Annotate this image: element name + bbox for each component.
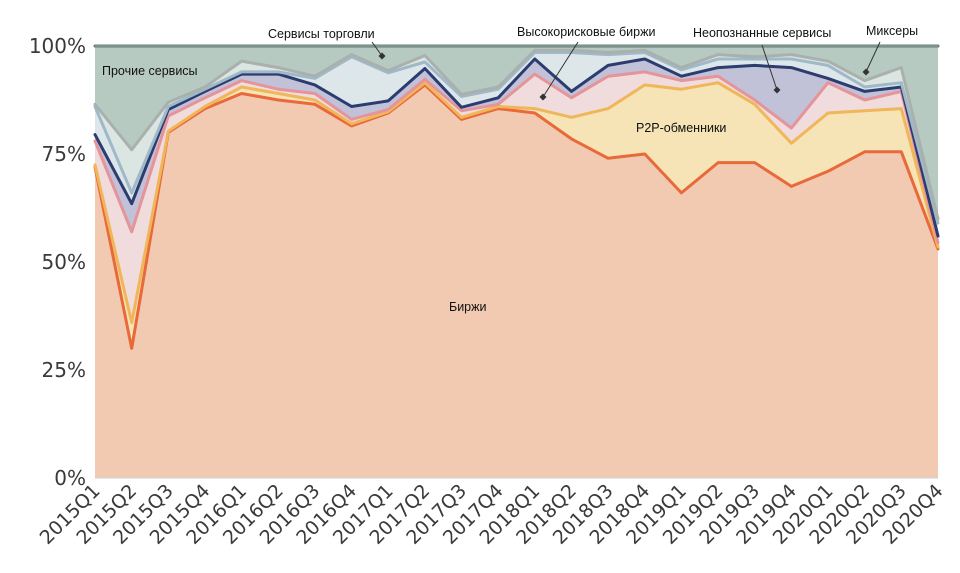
y-tick-label: 0% [54,466,86,490]
line-series-0 [93,83,940,350]
annotation-marker [862,68,870,76]
annotation-leader-line [542,41,579,98]
line-series-1 [93,81,940,324]
area-series-0 [95,84,938,479]
area-series-2 [95,71,938,323]
annotation-pointers [371,41,881,101]
annotation-label: Неопознанные сервисы [693,26,831,40]
y-tick-label: 50% [42,250,86,274]
annotation-label: Биржи [449,300,486,314]
line-series-5 [93,48,940,221]
area-layer [95,46,938,479]
annotation-label: Миксеры [866,24,918,38]
y-tick-label: 75% [42,142,86,166]
y-tick-label: 100% [29,34,86,58]
line-series-4 [93,51,940,225]
annotation-marker [539,93,547,101]
line-series-2 [93,70,940,245]
area-series-1 [95,82,938,349]
area-series-6 [95,46,938,219]
annotation-leader-line [865,41,881,73]
annotation-labels: Прочие сервисы Сервисы торговли Высокориск… [102,24,918,314]
annotation-marker [773,86,781,94]
y-tick-label: 25% [42,358,86,382]
annotation-label: Прочие сервисы [102,64,198,78]
annotation-leader-line [761,44,778,91]
line-series-3 [93,57,940,238]
x-axis: 2015Q12015Q22015Q32015Q42016Q12016Q22016… [36,480,948,549]
annotation-label: P2P-обменники [636,121,726,135]
annotation-label: Высокорисковые биржи [517,25,655,39]
annotation-leader-line [371,41,383,57]
annotation-label: Сервисы торговли [268,27,375,41]
y-axis: 0% 25% 50% 75% 100% [29,34,86,490]
annotation-marker [378,52,386,60]
